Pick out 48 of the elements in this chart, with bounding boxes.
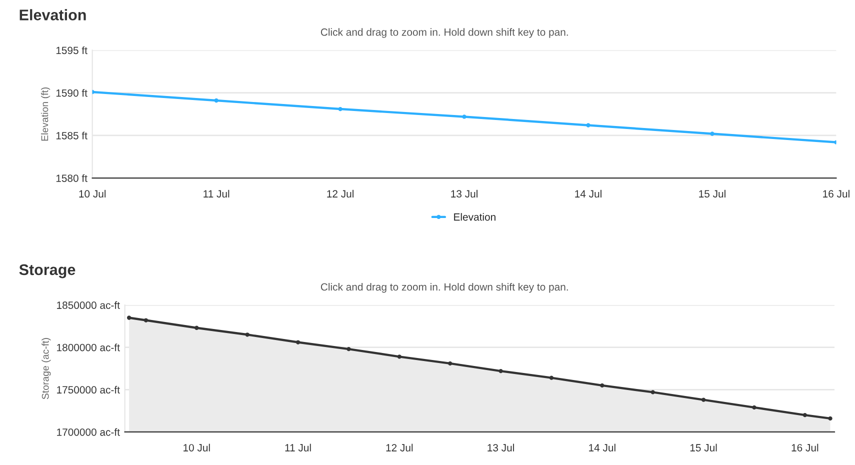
point	[650, 390, 655, 394]
point	[462, 114, 466, 119]
y-axis-title: Storage (ac-ft)	[42, 338, 51, 400]
x-tick-label: 13 Jul	[488, 444, 514, 452]
point	[194, 326, 199, 330]
x-tick-label: 10 Jul	[184, 444, 210, 452]
x-tick-label: 12 Jul	[327, 190, 354, 198]
chart-subtitle: Click and drag to zoom in. Hold down shift key to pan.	[320, 28, 568, 38]
point	[802, 412, 807, 418]
y-tick-label: 1700000 ac-ft	[57, 428, 120, 436]
x-tick-label: 15 Jul	[690, 444, 717, 452]
x-tick-label: 11 Jul	[204, 190, 230, 198]
point	[498, 368, 503, 374]
y-tick-label: 1850000 ac-ft	[57, 301, 120, 309]
point	[600, 383, 604, 388]
point	[338, 106, 342, 112]
y-tick-label: 1585 ft	[56, 132, 88, 140]
y-tick-label: 1580 ft	[56, 174, 88, 182]
point	[296, 340, 300, 344]
x-tick-label: 15 Jul	[699, 190, 726, 198]
x-tick-label: 16 Jul	[823, 190, 850, 198]
x-tick-label: 14 Jul	[589, 444, 616, 452]
point	[549, 376, 554, 380]
y-axis-title: Elevation (ft)	[41, 87, 50, 141]
x-tick-label: 12 Jul	[386, 444, 413, 452]
point	[752, 405, 756, 410]
y-tick-label: 1750000 ac-ft	[57, 386, 120, 394]
point	[710, 132, 714, 136]
legend-label: Elevation	[454, 213, 496, 221]
point	[245, 332, 250, 337]
point	[346, 346, 351, 352]
x-tick-label: 14 Jul	[575, 190, 602, 198]
y-tick-label: 1595 ft	[56, 46, 88, 54]
x-tick-label: 16 Jul	[792, 444, 818, 452]
x-tick-label: 11 Jul	[285, 444, 311, 452]
chart-title: Elevation	[20, 9, 86, 20]
y-tick-label: 1800000 ac-ft	[57, 344, 120, 352]
chart-title: Storage	[19, 264, 76, 278]
line-series	[92, 90, 836, 144]
chart-subtitle: Click and drag to zoom in. Hold down shift key to pan.	[320, 282, 568, 293]
x-tick-label: 13 Jul	[451, 190, 478, 198]
point	[701, 398, 706, 402]
y-tick-label: 1590 ft	[56, 89, 88, 97]
point	[448, 361, 452, 366]
point	[144, 318, 148, 322]
point	[397, 354, 402, 359]
x-tick-label: 10 Jul	[79, 190, 106, 198]
point	[214, 98, 218, 103]
